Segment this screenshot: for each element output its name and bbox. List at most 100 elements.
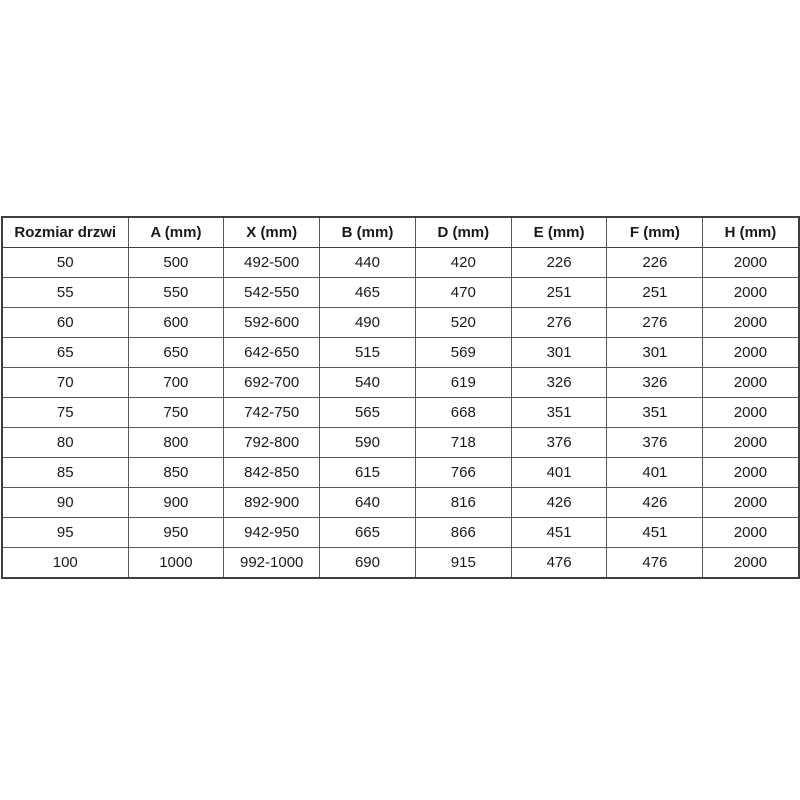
dimension-cell: 915: [414, 547, 512, 579]
dimension-cell: 900: [127, 487, 225, 518]
table-row: 70 700 692-700 540 619 326 326 2000: [1, 367, 800, 398]
dimension-cell: 2000: [702, 547, 800, 579]
dimension-cell: 650: [127, 337, 225, 368]
dimension-cell: 540: [319, 367, 416, 398]
column-header: Rozmiar drzwi: [1, 216, 129, 248]
dimension-cell: 490: [319, 307, 416, 338]
dimension-cell: 600: [127, 307, 225, 338]
dimension-cell: 690: [319, 547, 416, 579]
dimension-cell: 500: [127, 247, 225, 278]
dimension-cell: 766: [414, 457, 512, 488]
dimension-cell: 550: [127, 277, 225, 308]
dimension-cell: 426: [606, 487, 704, 518]
table-row: 75 750 742-750 565 668 351 351 2000: [1, 397, 800, 428]
dimension-cell: 2000: [702, 517, 800, 548]
dimension-cell: 440: [319, 247, 416, 278]
dimension-cell: 750: [127, 397, 225, 428]
door-size-cell: 65: [1, 337, 129, 368]
door-size-cell: 70: [1, 367, 129, 398]
dimension-cell: 615: [319, 457, 416, 488]
dimension-cell: 816: [414, 487, 512, 518]
dimension-cell: 351: [606, 397, 704, 428]
dimension-cell: 692-700: [223, 367, 321, 398]
dimension-cell: 850: [127, 457, 225, 488]
dimension-cell: 520: [414, 307, 512, 338]
dimension-cell: 476: [606, 547, 704, 579]
table-row: 90 900 892-900 640 816 426 426 2000: [1, 487, 800, 518]
dimension-cell: 465: [319, 277, 416, 308]
dimension-cell: 842-850: [223, 457, 321, 488]
door-dimensions-table: Rozmiar drzwi A (mm) X (mm) B (mm) D (mm) E (…: [1, 216, 800, 579]
table-header-row: Rozmiar drzwi A (mm) X (mm) B (mm) D (mm) E (…: [1, 216, 800, 248]
door-size-cell: 80: [1, 427, 129, 458]
door-size-cell: 60: [1, 307, 129, 338]
dimension-cell: 515: [319, 337, 416, 368]
dimension-cell: 569: [414, 337, 512, 368]
dimension-cell: 792-800: [223, 427, 321, 458]
dimension-cell: 301: [510, 337, 608, 368]
dimension-cell: 2000: [702, 247, 800, 278]
dimension-cell: 276: [510, 307, 608, 338]
dimension-cell: 2000: [702, 487, 800, 518]
table-row: 100 1000 992-1000 690 915 476 476 2000: [1, 547, 800, 579]
dimension-cell: 251: [606, 277, 704, 308]
column-header: X (mm): [223, 216, 321, 248]
dimension-cell: 451: [510, 517, 608, 548]
table-body: 50 500 492-500 440 420 226 226 2000 55 550 542-550…: [1, 247, 800, 579]
dimension-cell: 565: [319, 397, 416, 428]
dimension-cell: 2000: [702, 427, 800, 458]
door-size-cell: 85: [1, 457, 129, 488]
dimension-cell: 376: [606, 427, 704, 458]
door-size-cell: 55: [1, 277, 129, 308]
dimension-cell: 401: [510, 457, 608, 488]
column-header: D (mm): [414, 216, 512, 248]
dimension-cell: 665: [319, 517, 416, 548]
dimension-cell: 742-750: [223, 397, 321, 428]
table-head: Rozmiar drzwi A (mm) X (mm) B (mm) D (mm) E (…: [1, 216, 800, 248]
dimension-cell: 942-950: [223, 517, 321, 548]
dimension-cell: 2000: [702, 367, 800, 398]
dimension-cell: 401: [606, 457, 704, 488]
dimension-cell: 276: [606, 307, 704, 338]
table-row: 80 800 792-800 590 718 376 376 2000: [1, 427, 800, 458]
dimension-cell: 2000: [702, 457, 800, 488]
dimension-cell: 992-1000: [223, 547, 321, 579]
dimension-cell: 2000: [702, 277, 800, 308]
dimension-cell: 351: [510, 397, 608, 428]
dimension-cell: 226: [606, 247, 704, 278]
table-row: 85 850 842-850 615 766 401 401 2000: [1, 457, 800, 488]
dimension-cell: 1000: [127, 547, 225, 579]
column-header: B (mm): [319, 216, 416, 248]
dimension-cell: 420: [414, 247, 512, 278]
door-size-cell: 95: [1, 517, 129, 548]
dimension-cell: 892-900: [223, 487, 321, 518]
dimension-cell: 950: [127, 517, 225, 548]
dimension-cell: 251: [510, 277, 608, 308]
column-header: F (mm): [606, 216, 704, 248]
column-header: E (mm): [510, 216, 608, 248]
table-row: 60 600 592-600 490 520 276 276 2000: [1, 307, 800, 338]
dimension-cell: 800: [127, 427, 225, 458]
dimension-cell: 326: [510, 367, 608, 398]
dimension-cell: 470: [414, 277, 512, 308]
dimension-cell: 326: [606, 367, 704, 398]
dimension-cell: 301: [606, 337, 704, 368]
dimension-cell: 668: [414, 397, 512, 428]
dimension-cell: 619: [414, 367, 512, 398]
door-size-cell: 90: [1, 487, 129, 518]
door-size-cell: 50: [1, 247, 129, 278]
dimension-cell: 2000: [702, 337, 800, 368]
table-row: 55 550 542-550 465 470 251 251 2000: [1, 277, 800, 308]
table-row: 95 950 942-950 665 866 451 451 2000: [1, 517, 800, 548]
door-size-cell: 100: [1, 547, 129, 579]
dimension-cell: 866: [414, 517, 512, 548]
dimension-cell: 700: [127, 367, 225, 398]
dimension-cell: 642-650: [223, 337, 321, 368]
column-header: H (mm): [702, 216, 800, 248]
dimension-cell: 451: [606, 517, 704, 548]
dimension-cell: 2000: [702, 307, 800, 338]
dimension-cell: 376: [510, 427, 608, 458]
column-header: A (mm): [127, 216, 225, 248]
dimension-cell: 476: [510, 547, 608, 579]
